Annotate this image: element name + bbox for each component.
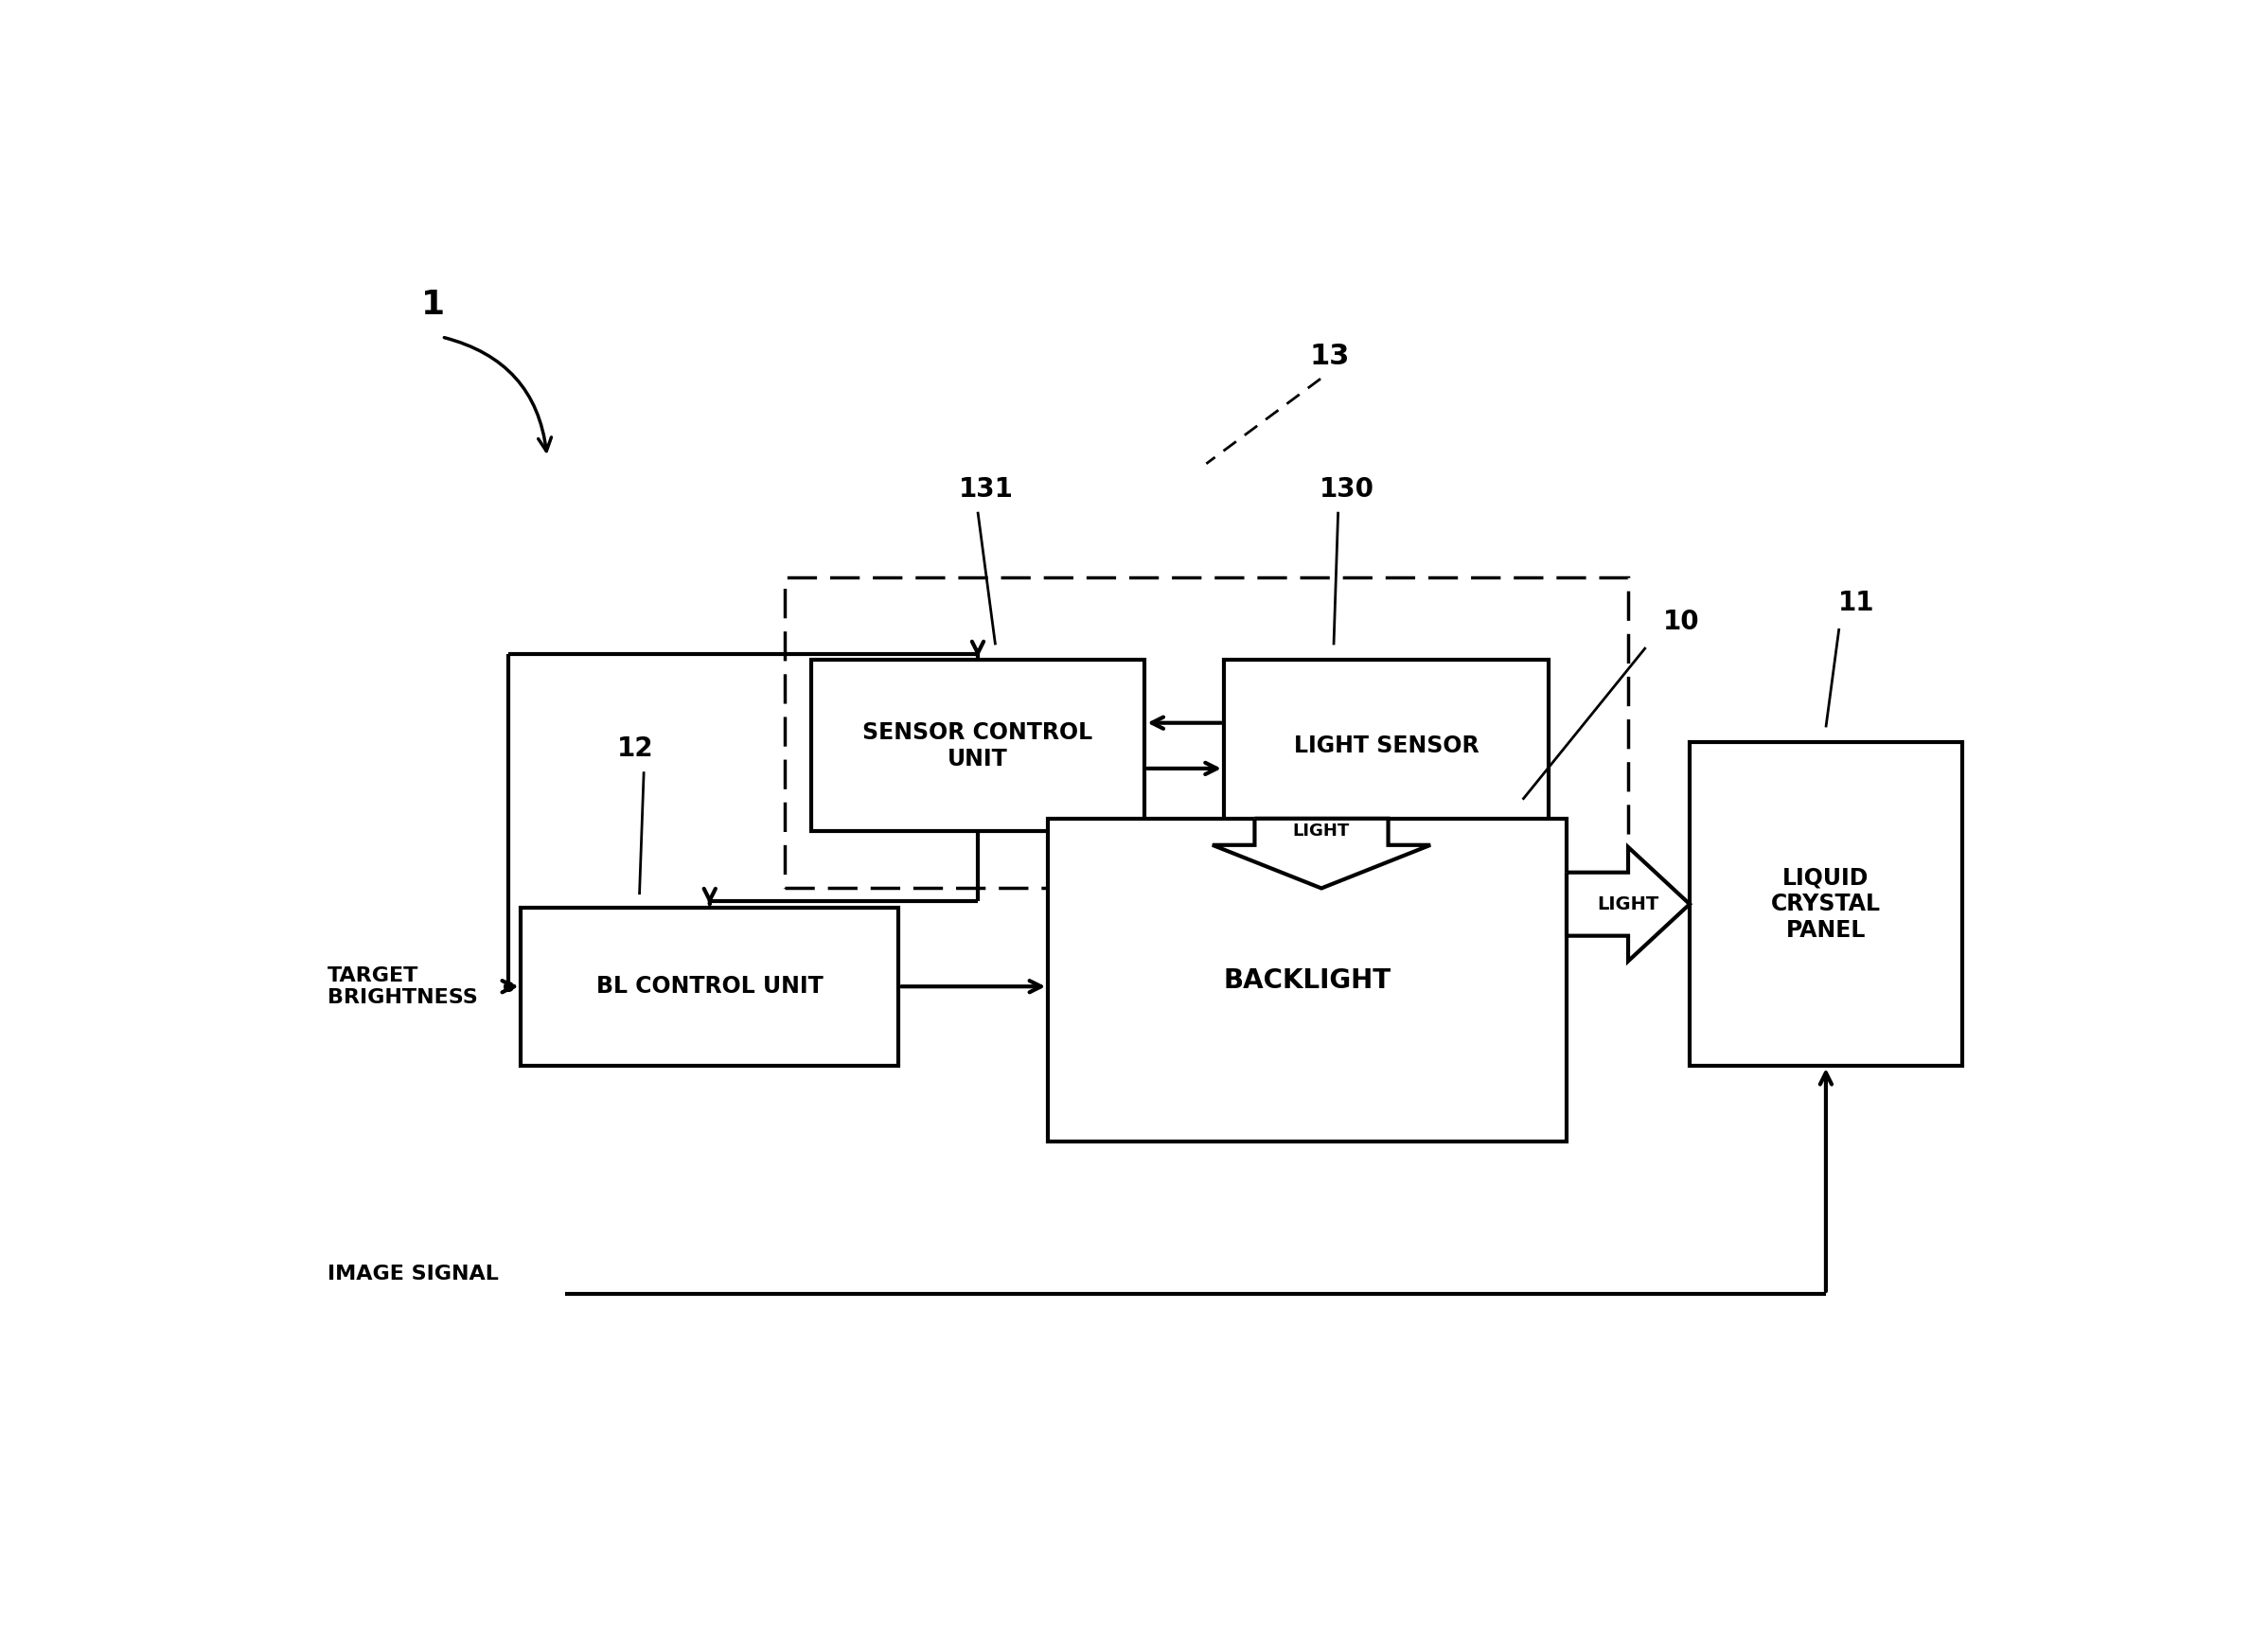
Text: 131: 131 — [959, 476, 1014, 502]
Text: LIGHT: LIGHT — [1293, 823, 1349, 839]
Text: 11: 11 — [1839, 589, 1876, 616]
Text: LIGHT: LIGHT — [1597, 895, 1658, 914]
Polygon shape — [1567, 848, 1690, 961]
Text: BL CONTROL UNIT: BL CONTROL UNIT — [596, 974, 823, 997]
Bar — [812, 660, 1145, 831]
Text: LIGHT SENSOR: LIGHT SENSOR — [1293, 734, 1479, 757]
Bar — [1690, 742, 1962, 1065]
Text: SENSOR CONTROL
UNIT: SENSOR CONTROL UNIT — [862, 721, 1093, 770]
Text: BACKLIGHT: BACKLIGHT — [1222, 966, 1390, 994]
Text: LIQUID
CRYSTAL
PANEL: LIQUID CRYSTAL PANEL — [1771, 866, 1880, 942]
Text: 12: 12 — [617, 736, 653, 762]
Bar — [1048, 818, 1567, 1142]
Text: IMAGE SIGNAL: IMAGE SIGNAL — [327, 1264, 499, 1284]
FancyArrowPatch shape — [445, 337, 551, 451]
Text: 130: 130 — [1320, 476, 1374, 502]
Bar — [522, 907, 898, 1065]
Text: TARGET
BRIGHTNESS: TARGET BRIGHTNESS — [327, 966, 479, 1007]
Bar — [785, 578, 1628, 889]
Text: 10: 10 — [1662, 609, 1699, 635]
Bar — [1225, 660, 1549, 831]
Text: 1: 1 — [422, 290, 445, 321]
Polygon shape — [1213, 818, 1431, 889]
Text: 13: 13 — [1309, 342, 1349, 370]
